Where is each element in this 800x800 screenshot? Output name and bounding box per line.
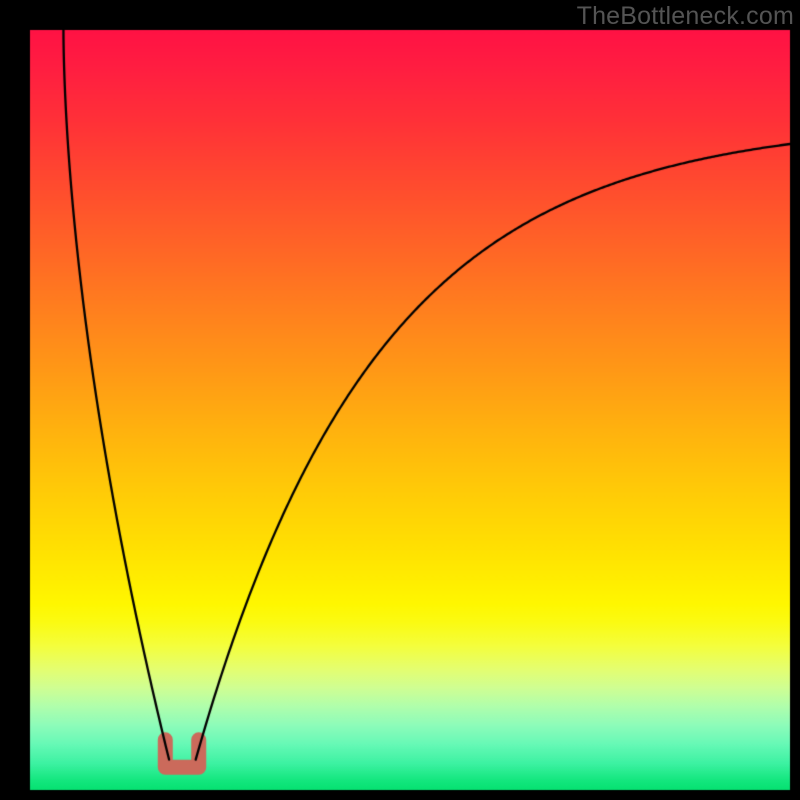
bottleneck-chart-canvas <box>0 0 800 800</box>
chart-stage: TheBottleneck.com <box>0 0 800 800</box>
